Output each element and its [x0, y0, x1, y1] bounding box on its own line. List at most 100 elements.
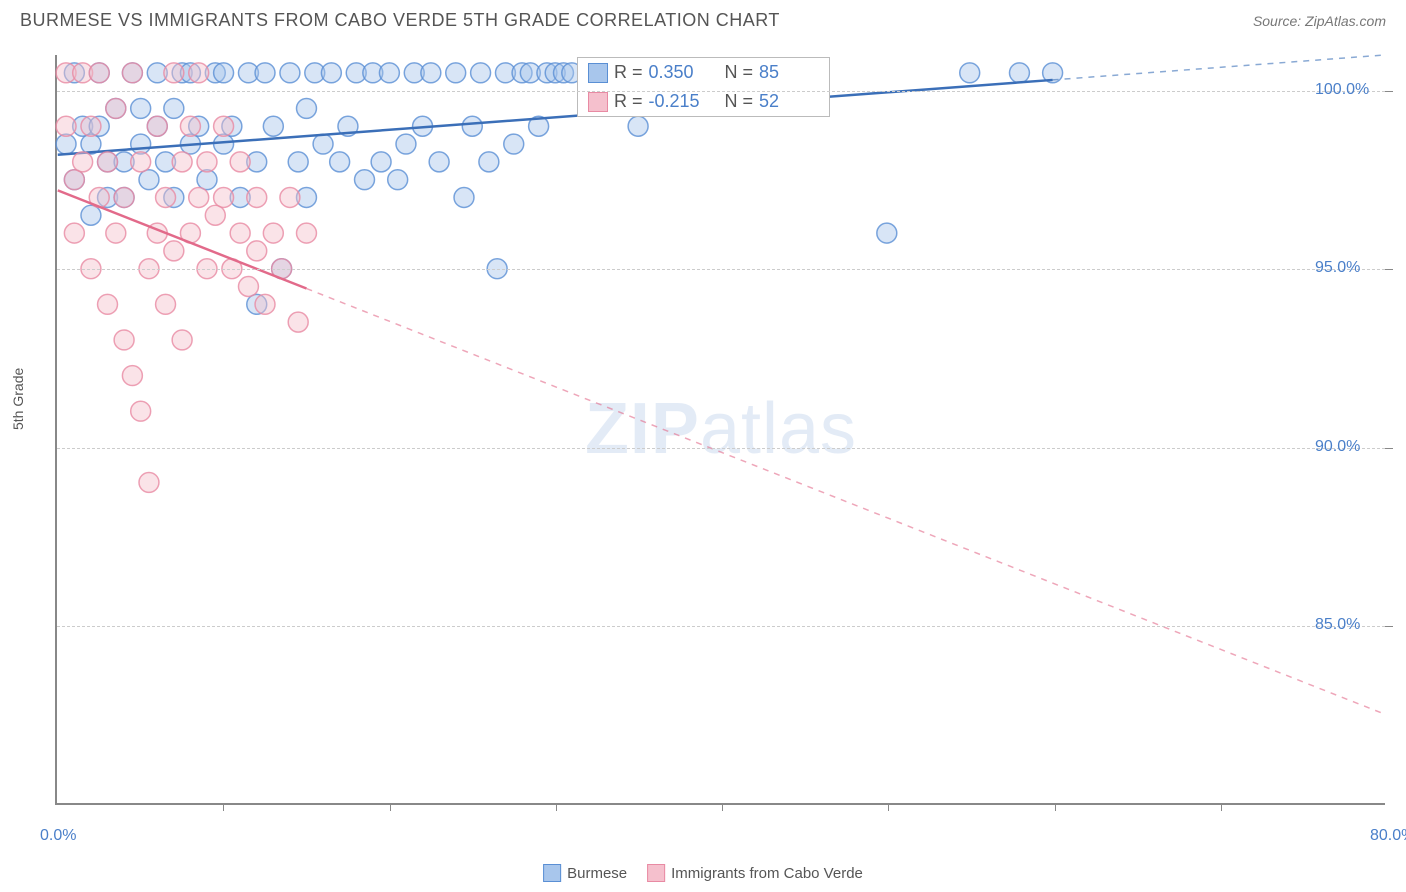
scatter-point: [230, 152, 250, 172]
correlation-stats-box: R = 0.350 N = 85R = -0.215 N = 52: [577, 57, 830, 117]
scatter-point: [247, 241, 267, 261]
scatter-point: [297, 98, 317, 118]
gridline: [57, 626, 1385, 627]
scatter-point: [330, 152, 350, 172]
scatter-point: [247, 188, 267, 208]
scatter-point: [230, 223, 250, 243]
scatter-point: [263, 223, 283, 243]
scatter-point: [280, 188, 300, 208]
scatter-point: [164, 241, 184, 261]
scatter-point: [197, 152, 217, 172]
x-tick: [556, 803, 557, 811]
stats-swatch: [588, 63, 608, 83]
scatter-point: [131, 401, 151, 421]
scatter-point: [877, 223, 897, 243]
legend-item: Burmese: [543, 864, 627, 882]
r-label: R =: [614, 91, 643, 112]
x-tick: [390, 803, 391, 811]
scatter-point: [98, 152, 118, 172]
scatter-point: [421, 63, 441, 83]
n-value: 85: [759, 62, 819, 83]
x-tick: [223, 803, 224, 811]
scatter-point: [429, 152, 449, 172]
x-tick: [888, 803, 889, 811]
scatter-point: [73, 152, 93, 172]
r-label: R =: [614, 62, 643, 83]
scatter-point: [280, 63, 300, 83]
scatter-point: [122, 366, 142, 386]
y-axis-label: 5th Grade: [10, 368, 26, 430]
trend-line-dashed: [306, 289, 1384, 714]
y-tick-label: 85.0%: [1315, 616, 1360, 634]
x-tick: [1055, 803, 1056, 811]
x-tick: [1221, 803, 1222, 811]
scatter-point: [164, 63, 184, 83]
stats-row: R = 0.350 N = 85: [578, 58, 829, 87]
scatter-point: [89, 63, 109, 83]
scatter-point: [462, 116, 482, 136]
scatter-point: [205, 205, 225, 225]
scatter-point: [172, 152, 192, 172]
scatter-point: [189, 63, 209, 83]
scatter-point: [172, 330, 192, 350]
scatter-point: [288, 312, 308, 332]
scatter-point: [156, 188, 176, 208]
scatter-point: [396, 134, 416, 154]
y-tick-label: 90.0%: [1315, 438, 1360, 456]
scatter-point: [180, 116, 200, 136]
scatter-point: [255, 294, 275, 314]
scatter-point: [238, 277, 258, 297]
scatter-point: [479, 152, 499, 172]
gridline: [57, 269, 1385, 270]
scatter-point: [321, 63, 341, 83]
scatter-point: [197, 170, 217, 190]
gridline: [57, 91, 1385, 92]
y-tick: [1385, 448, 1393, 449]
r-value: 0.350: [649, 62, 709, 83]
legend-swatch: [543, 864, 561, 882]
legend-label: Immigrants from Cabo Verde: [671, 865, 863, 882]
scatter-point: [1009, 63, 1029, 83]
scatter-point: [355, 170, 375, 190]
scatter-point: [64, 170, 84, 190]
scatter-point: [106, 223, 126, 243]
scatter-point: [371, 152, 391, 172]
scatter-point: [214, 63, 234, 83]
scatter-point: [164, 98, 184, 118]
source-label: Source: ZipAtlas.com: [1253, 13, 1386, 29]
scatter-point: [504, 134, 524, 154]
scatter-point: [446, 63, 466, 83]
scatter-point: [189, 188, 209, 208]
y-tick: [1385, 626, 1393, 627]
chart-title: BURMESE VS IMMIGRANTS FROM CABO VERDE 5T…: [20, 10, 780, 31]
y-tick: [1385, 269, 1393, 270]
gridline: [57, 448, 1385, 449]
scatter-point: [64, 223, 84, 243]
scatter-point: [628, 116, 648, 136]
y-tick-label: 95.0%: [1315, 259, 1360, 277]
r-value: -0.215: [649, 91, 709, 112]
legend-item: Immigrants from Cabo Verde: [647, 864, 863, 882]
scatter-point: [122, 63, 142, 83]
y-tick-label: 100.0%: [1315, 81, 1369, 99]
trend-line-dashed: [1053, 55, 1385, 80]
legend-swatch: [647, 864, 665, 882]
legend: Burmese Immigrants from Cabo Verde: [543, 864, 863, 882]
stats-swatch: [588, 92, 608, 112]
scatter-point: [214, 188, 234, 208]
scatter-point: [214, 116, 234, 136]
x-tick: [722, 803, 723, 811]
scatter-point: [98, 294, 118, 314]
scatter-point: [114, 188, 134, 208]
scatter-point: [960, 63, 980, 83]
scatter-point: [288, 152, 308, 172]
n-value: 52: [759, 91, 819, 112]
scatter-point: [56, 116, 76, 136]
scatter-point: [214, 134, 234, 154]
scatter-point: [81, 205, 101, 225]
scatter-point: [139, 170, 159, 190]
y-tick: [1385, 91, 1393, 92]
chart-plot-area: ZIPatlas R = 0.350 N = 85R = -0.215 N = …: [55, 55, 1385, 805]
x-tick-label: 0.0%: [40, 827, 76, 845]
scatter-point: [106, 98, 126, 118]
